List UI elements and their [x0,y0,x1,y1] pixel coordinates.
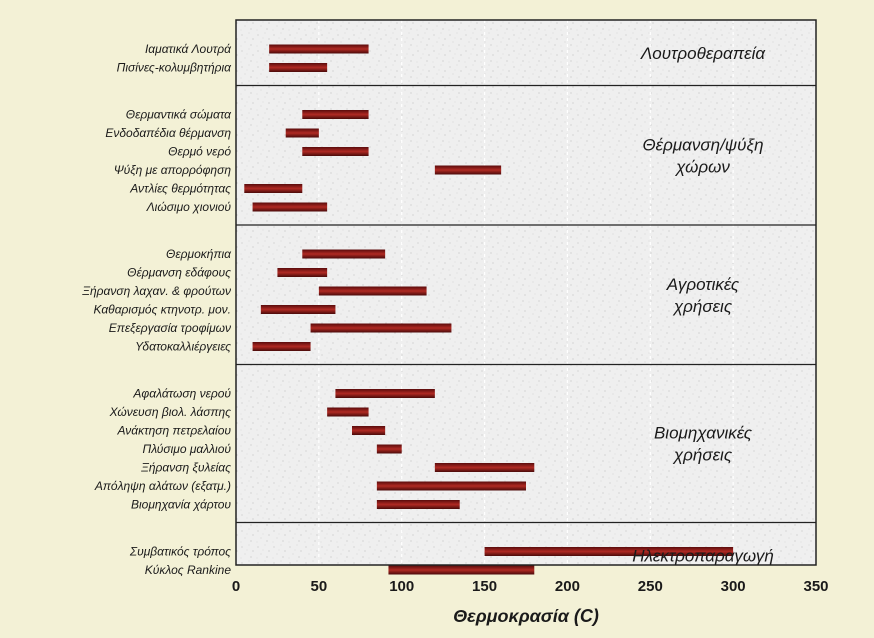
group-label: Βιομηχανικές [654,424,753,443]
group-label: Λουτροθεραπεία [640,44,766,63]
group-label: Θέρμανση/ψύξη [642,135,763,154]
row-label: Καθαρισμός κτηνοτρ. μον. [93,303,231,317]
row-label: Βιομηχανία χάρτου [131,498,231,512]
range-bar [484,547,734,556]
range-bar [310,323,452,333]
range-bar [327,407,369,417]
group-label: Αγροτικές [666,275,740,294]
range-bar [335,389,435,398]
group-label: χώρων [674,157,730,176]
row-label: Αφαλάτωση νερού [132,387,231,401]
range-bar [302,147,369,156]
row-label: Χώνευση βιολ. λάσπης [109,405,232,419]
range-bar [277,268,328,277]
range-bar [252,342,311,351]
range-bar [269,44,369,54]
x-tick-label: 150 [472,578,497,595]
range-bar [434,165,502,175]
row-label: Ψύξη με απορρόφηση [114,163,232,177]
row-label: Αντλίες θερμότητας [129,182,231,196]
row-label: Κύκλος Rankine [145,563,232,577]
row-label: Ιαματικά Λουτρά [145,42,232,56]
group-separators [236,84,816,524]
row-label: Ξήρανση ξυλείας [140,461,231,475]
range-bar [302,249,386,259]
x-tick-label: 100 [389,578,414,595]
range-bar [388,565,535,575]
x-tick-label: 0 [232,578,240,595]
row-label: Επεξεργασία τροφίμων [109,321,231,335]
row-label: Συμβατικός τρόπος [129,545,231,559]
row-label: Θερμοκήπια [166,247,232,261]
row-label: Ενδοδαπέδια θέρμανση [105,126,231,140]
range-bar [302,110,369,119]
row-label: Θέρμανση εδάφους [127,266,231,280]
group-label: χρήσεις [672,297,733,316]
range-bar [376,481,526,491]
x-tick-label: 250 [638,578,663,595]
range-bar [376,444,402,454]
row-label: Απόληψη αλάτων (εξατμ.) [94,479,231,493]
row-label: Ξήρανση λαχαν. & φρούτων [81,284,231,298]
range-bar [244,184,303,193]
bars [244,44,734,575]
plot-frame [235,19,817,566]
range-bar [318,286,427,296]
row-label: Ανάκτηση πετρελαίου [117,424,232,438]
range-bar [269,63,328,72]
x-tick-label: 300 [721,578,746,595]
x-tick-label: 350 [803,578,828,595]
row-label: Πισίνες-κολυμβητήρια [117,61,232,75]
row-label: Θερμαντικά σώματα [126,108,232,122]
row-label: Λιώσιμο χιονιού [146,200,232,214]
row-labels: Ιαματικά Λουτρά Πισίνες-κολυμβητήρια Θερμα… [81,42,232,577]
range-bar [376,500,460,509]
x-tick-label: 200 [555,578,580,595]
range-bar [285,128,319,138]
x-tick-labels: 0 50 100 150 200 250 300 350 [232,578,829,595]
range-bar [352,426,386,435]
x-tick-label: 50 [311,578,328,595]
row-label: Θερμό νερό [168,145,231,159]
group-labels: Λουτροθεραπεία Θέρμανση/ψύξη χώρων Αγροτικέ… [632,44,774,566]
group-label: Ηλεκτροπαραγωγή [632,546,774,565]
range-bar [434,463,535,472]
row-label: Υδατοκαλλιέργειες [135,340,231,354]
row-label: Πλύσιμο μαλλιού [143,442,232,456]
range-bar [252,202,328,212]
group-label: χρήσεις [672,446,733,465]
range-bar [260,305,336,314]
x-axis-title: Θερμοκρασία (C) [453,606,599,626]
